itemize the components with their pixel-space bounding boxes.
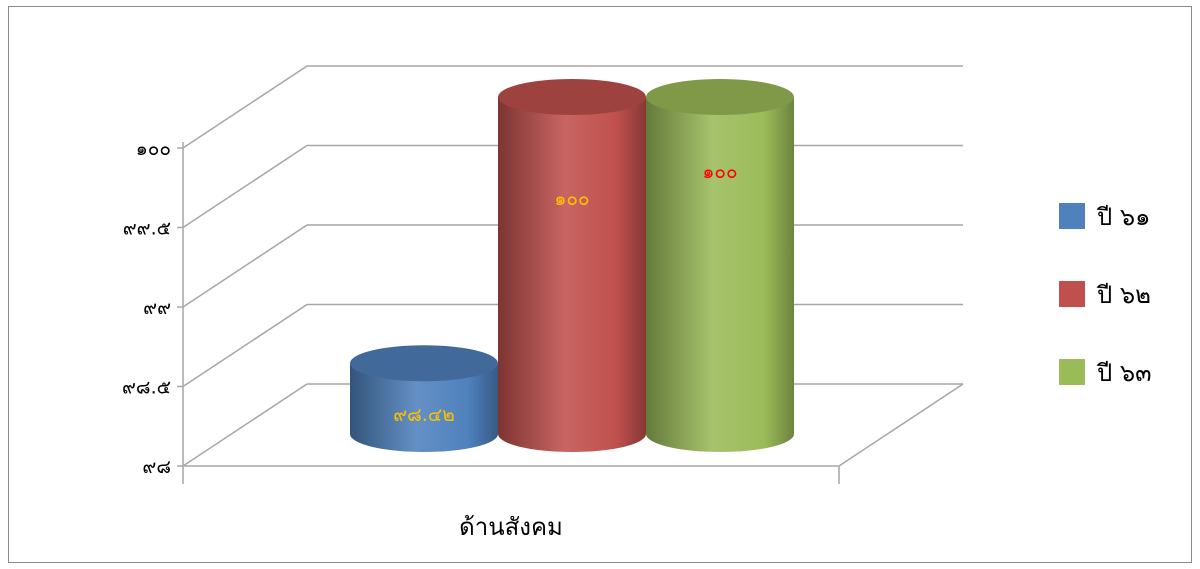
y-tick-label: ๙๘ [142, 456, 171, 478]
cylinder-top [646, 79, 794, 115]
cylinder-top [350, 345, 498, 382]
legend-swatch [1059, 359, 1085, 385]
data-label: ๙๘.๔๒ [393, 404, 455, 426]
gridline-side [182, 303, 308, 388]
data-label: ๑๐๐ [554, 188, 589, 210]
y-tick-label: ๙๙ [143, 297, 171, 319]
legend-swatch [1059, 281, 1085, 307]
gridline-side [182, 383, 308, 467]
gridline-side [182, 144, 308, 229]
chart-frame: ๙๘ ๙๘.๕ ๙๙ ๙๙.๕ ๑๐๐ ด้านสังคม ๙๘.๔๒ ๑๐๐ ๑๐๐ ปี ๖๑… [8, 6, 1192, 563]
cylinder-body [498, 97, 646, 452]
floor-right-edge [838, 383, 964, 467]
cylinder-body [646, 97, 794, 452]
legend-label: ปี ๖๒ [1096, 281, 1151, 309]
cylinder-body [350, 363, 498, 452]
cylinder-top [498, 79, 646, 115]
y-tick-label: ๑๐๐ [136, 138, 171, 160]
gridline-side [182, 224, 308, 308]
data-label: ๑๐๐ [702, 161, 737, 183]
legend-swatch [1059, 203, 1085, 229]
y-tick-label: ๙๘.๕ [122, 377, 171, 399]
gridline-side [182, 65, 308, 149]
y-tick-label: ๙๙.๕ [123, 218, 171, 240]
legend-label: ปี ๖๑ [1096, 203, 1150, 231]
x-category-label: ด้านสังคม [459, 513, 563, 541]
legend-label: ปี ๖๓ [1096, 359, 1152, 387]
